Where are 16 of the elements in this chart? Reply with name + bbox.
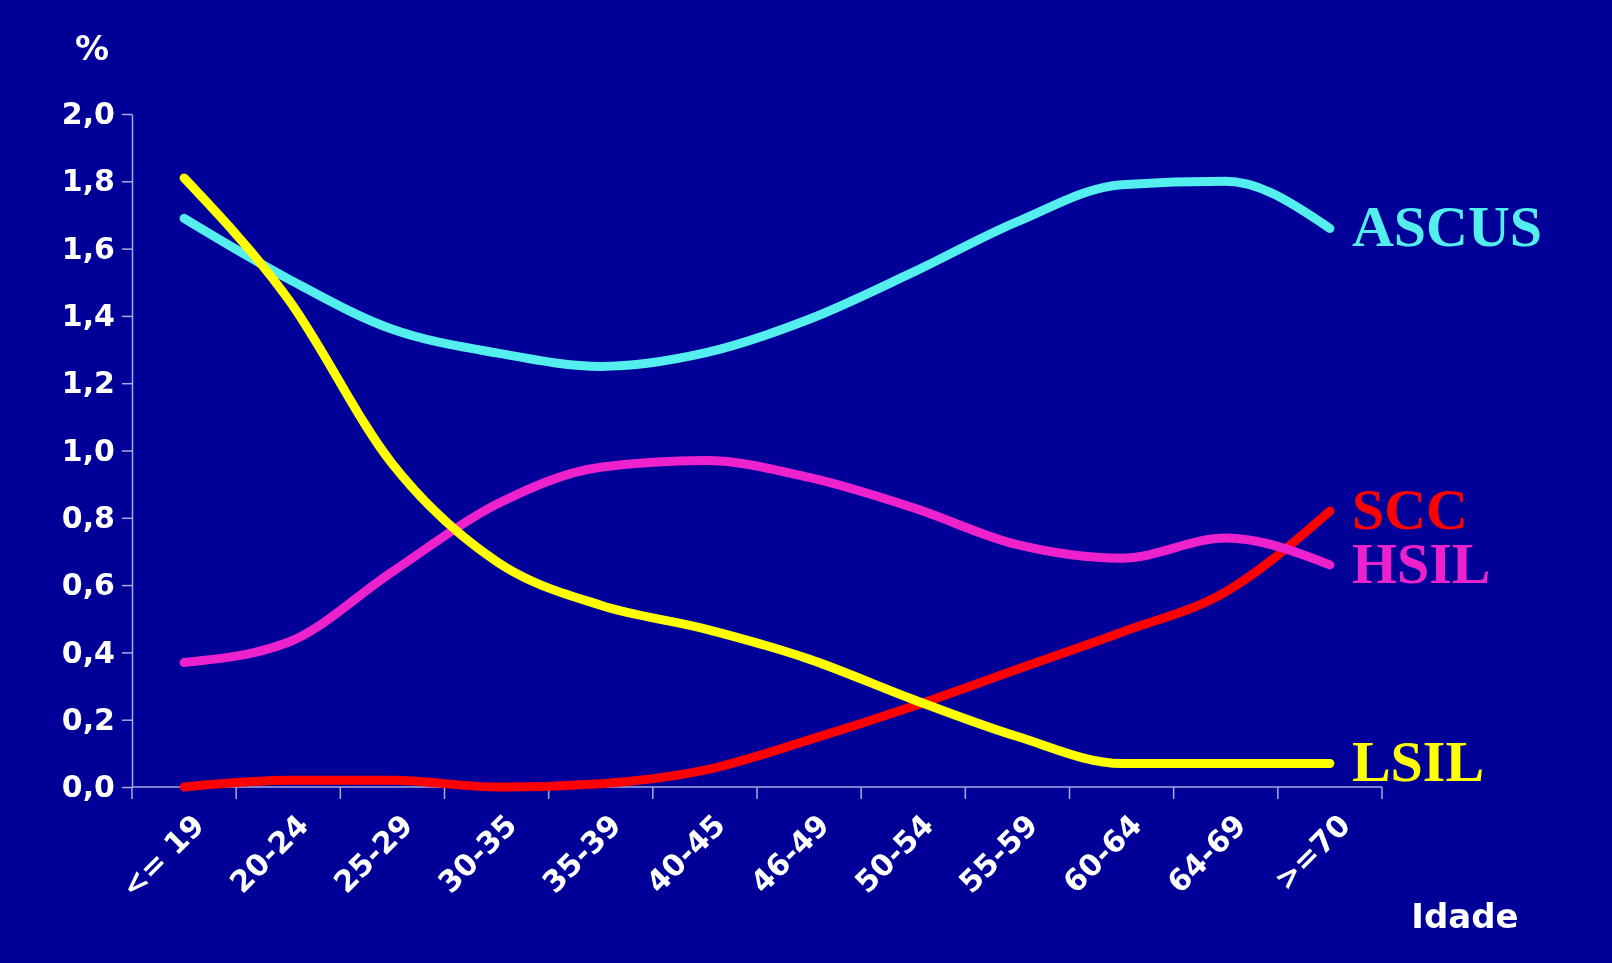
y-tick-label: 0,2 <box>61 701 115 737</box>
y-tick-label: 1,8 <box>61 163 115 199</box>
x-axis-title: Idade <box>1411 896 1519 936</box>
x-tick-label: <= 19 <box>113 807 212 905</box>
y-tick-label: 2,0 <box>61 96 115 132</box>
y-tick-label: 1,0 <box>61 432 115 468</box>
y-tick-label: 0,8 <box>61 499 115 535</box>
series-label: LSIL <box>1351 729 1485 795</box>
y-tick-label: 0,4 <box>61 634 115 670</box>
series-label: ASCUS <box>1351 194 1543 260</box>
y-tick-label: 1,2 <box>61 365 115 401</box>
y-tick-label: 1,4 <box>61 298 115 333</box>
y-axis-title: % <box>74 28 110 68</box>
y-tick-label: 0,0 <box>61 769 115 805</box>
y-tick-label: 0,6 <box>61 567 115 603</box>
y-tick-label: 1,6 <box>61 230 115 266</box>
